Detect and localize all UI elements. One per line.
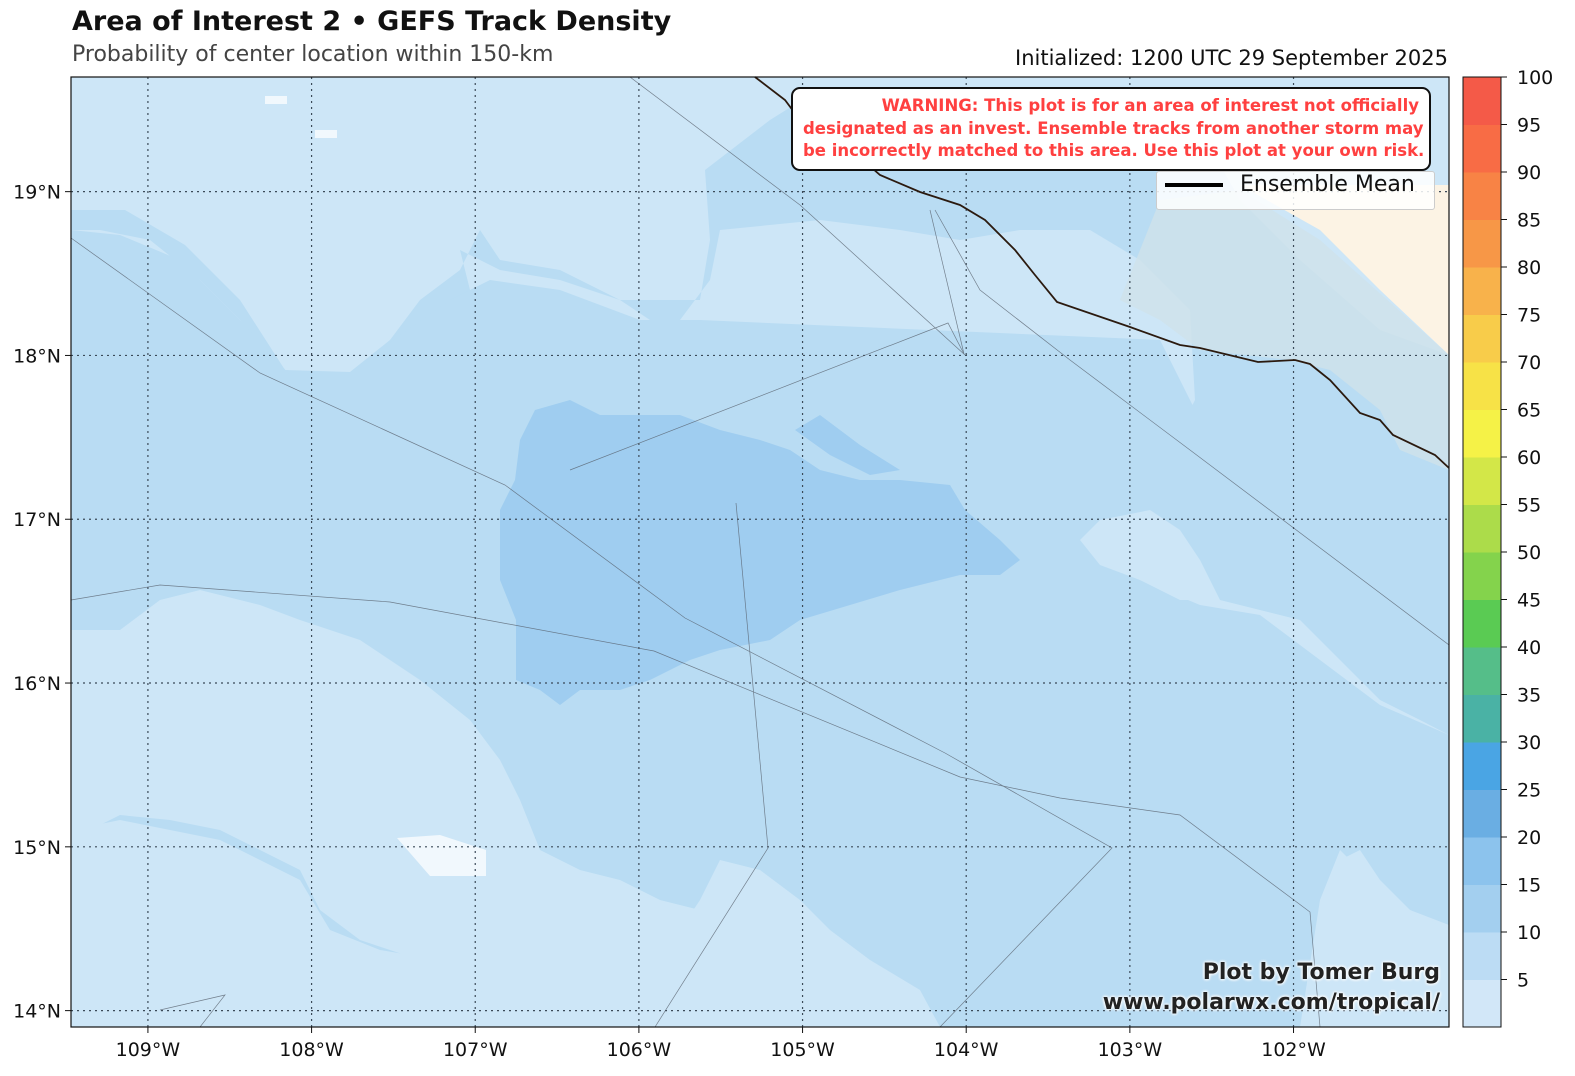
lon-label: 104°W <box>934 1039 999 1061</box>
density-low-patch-west <box>71 590 700 1027</box>
legend-label: Ensemble Mean <box>1240 172 1415 197</box>
lon-label: 106°W <box>607 1039 672 1061</box>
page-title: Area of Interest 2 • GEFS Track Density <box>72 6 672 37</box>
colorbar-segment <box>1463 124 1501 173</box>
colorbar-label: 15 <box>1517 875 1541 897</box>
colorbar-label: 95 <box>1517 115 1541 137</box>
credit-url: www.polarwx.com/tropical/ <box>1102 990 1440 1015</box>
ensemble-track <box>654 502 769 1027</box>
lat-label: 17°N <box>13 509 61 531</box>
colorbar-segment <box>1463 457 1501 505</box>
colorbar-segment <box>1463 599 1501 648</box>
density-peak-spot <box>265 96 287 104</box>
colorbar-label: 10 <box>1517 922 1541 944</box>
colorbar-label: 25 <box>1517 780 1541 802</box>
colorbar-segment <box>1463 504 1501 553</box>
lat-label: 18°N <box>13 345 61 367</box>
initialized-timestamp: Initialized: 1200 UTC 29 September 2025 <box>1015 46 1448 70</box>
density-peak-spot <box>315 130 337 138</box>
density-low-patch-east <box>1080 510 1220 600</box>
colorbar-label: 45 <box>1517 590 1541 612</box>
colorbar-label: 65 <box>1517 400 1541 422</box>
density-5-10-region <box>71 95 1449 735</box>
colorbar-segment <box>1463 314 1501 363</box>
colorbar-label: 100 <box>1517 67 1553 89</box>
colorbar-segment <box>1463 884 1501 933</box>
page-subtitle: Probability of center location within 15… <box>72 42 554 67</box>
colorbar-label: 30 <box>1517 732 1541 754</box>
density-low-patch-se <box>1320 850 1449 1027</box>
lat-label: 16°N <box>13 673 61 695</box>
density-10-15-arm <box>795 415 900 475</box>
ensemble-track <box>934 209 1449 646</box>
lat-label: 19°N <box>13 182 61 204</box>
colorbar-segment <box>1463 172 1501 220</box>
ensemble-tracks <box>71 77 1449 1027</box>
colorbar-segment <box>1463 409 1501 458</box>
density-10-15-core <box>500 400 1020 705</box>
lon-label: 107°W <box>443 1039 508 1061</box>
colorbar-label: 90 <box>1517 162 1541 184</box>
map-frame <box>70 76 1450 1028</box>
graticule <box>71 77 1449 1027</box>
longitude-labels: 109°W 108°W 107°W 106°W 105°W 104°W 103°W 102°W <box>116 1027 1326 1061</box>
colorbar-segment <box>1463 362 1501 410</box>
colorbar-segment <box>1463 789 1501 838</box>
land-region <box>1240 185 1449 355</box>
lon-label: 105°W <box>770 1039 835 1061</box>
colorbar-segment <box>1463 647 1501 695</box>
ensemble-track <box>71 584 1321 1027</box>
map-legend: Ensemble Mean <box>1156 171 1435 210</box>
colorbar-label: 55 <box>1517 495 1541 517</box>
ensemble-track <box>569 209 965 471</box>
ensemble-track <box>629 77 966 356</box>
colorbar: 5 10 15 20 25 30 35 40 45 50 55 60 65 70 75 80 85 90 95 100 <box>1462 67 1553 1028</box>
lon-label: 108°W <box>279 1039 344 1061</box>
colorbar-segment <box>1463 837 1501 885</box>
warning-line: designated as an invest. Ensemble tracks… <box>803 118 1424 138</box>
colorbar-segment <box>1463 552 1501 600</box>
latitude-labels: 14°N 15°N 16°N 17°N 18°N 19°N <box>13 182 71 1023</box>
lon-label: 102°W <box>1261 1039 1326 1061</box>
ensemble-track <box>159 994 226 1027</box>
ensemble-mean-swatch <box>1165 183 1223 187</box>
colorbar-label: 35 <box>1517 685 1541 707</box>
colorbar-label: 75 <box>1517 305 1541 327</box>
colorbar-segment <box>1463 694 1501 743</box>
colorbar-label: 5 <box>1517 970 1529 992</box>
colorbar-label: 50 <box>1517 542 1541 564</box>
warning-box: WARNING: This plot is for an area of int… <box>791 87 1431 171</box>
colorbar-segment <box>1463 979 1501 1028</box>
colorbar-segment <box>1463 77 1501 125</box>
colorbar-label: 60 <box>1517 447 1541 469</box>
colorbar-segment <box>1463 267 1501 315</box>
colorbar-label: 80 <box>1517 257 1541 279</box>
colorbar-label: 40 <box>1517 637 1541 659</box>
warning-line: WARNING: This plot is for an area of int… <box>881 96 1419 115</box>
lat-label: 14°N <box>13 1001 61 1023</box>
colorbar-label: 70 <box>1517 352 1541 374</box>
warning-line: be incorrectly matched to this area. Use… <box>803 141 1425 160</box>
colorbar-label: 20 <box>1517 827 1541 849</box>
colorbar-segment <box>1463 219 1501 268</box>
density-peak-spot <box>397 835 486 876</box>
land-region <box>1120 190 1449 470</box>
colorbar-label: 85 <box>1517 210 1541 232</box>
colorbar-segment <box>1463 932 1501 980</box>
lon-label: 103°W <box>1098 1039 1163 1061</box>
lat-label: 15°N <box>13 837 61 859</box>
lon-label: 109°W <box>116 1039 181 1061</box>
colorbar-segment <box>1463 742 1501 790</box>
ensemble-track <box>71 237 1113 1027</box>
credit-author: Plot by Tomer Burg <box>1202 960 1440 985</box>
